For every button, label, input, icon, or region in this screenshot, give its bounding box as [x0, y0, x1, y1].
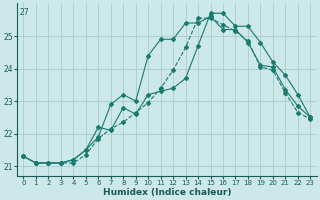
X-axis label: Humidex (Indice chaleur): Humidex (Indice chaleur) [103, 188, 231, 197]
Text: 27: 27 [20, 8, 29, 17]
